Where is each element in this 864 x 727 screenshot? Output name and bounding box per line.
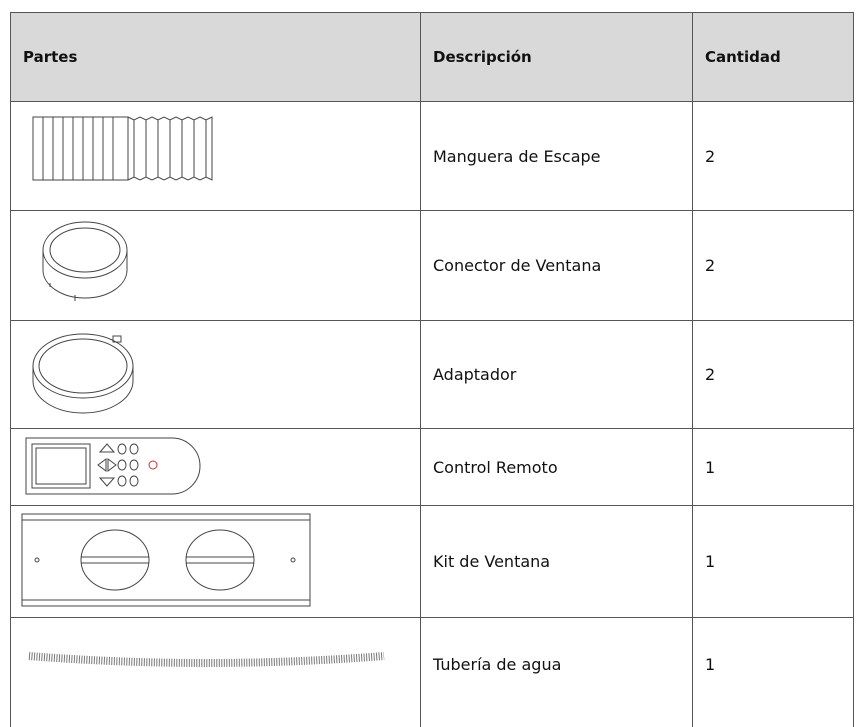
hose-icon (32, 116, 213, 181)
description: Tubería de agua (420, 617, 692, 727)
quantity: 1 (692, 428, 854, 505)
description: Manguera de Escape (420, 101, 692, 210)
quantity: 2 (692, 101, 854, 210)
quantity: 1 (692, 617, 854, 727)
water-pipe-icon (28, 652, 385, 667)
quantity: 2 (692, 320, 854, 428)
part-image-cell (10, 320, 420, 428)
header-cell: Descripción (420, 12, 692, 101)
quantity: 2 (692, 210, 854, 320)
part-image-cell (10, 210, 420, 320)
quantity: 1 (692, 505, 854, 617)
part-image-cell (10, 101, 420, 210)
description: Conector de Ventana (420, 210, 692, 320)
part-image-cell (10, 428, 420, 505)
description: Adaptador (420, 320, 692, 428)
part-image-cell (10, 617, 420, 727)
remote-icon (25, 437, 201, 495)
header-cell: Cantidad (692, 12, 854, 101)
part-image-cell (10, 505, 420, 617)
window-connector-icon (42, 221, 128, 301)
window-kit-icon (21, 513, 311, 607)
description: Control Remoto (420, 428, 692, 505)
adapter-icon (32, 333, 134, 414)
description: Kit de Ventana (420, 505, 692, 617)
header-cell: Partes (10, 12, 420, 101)
